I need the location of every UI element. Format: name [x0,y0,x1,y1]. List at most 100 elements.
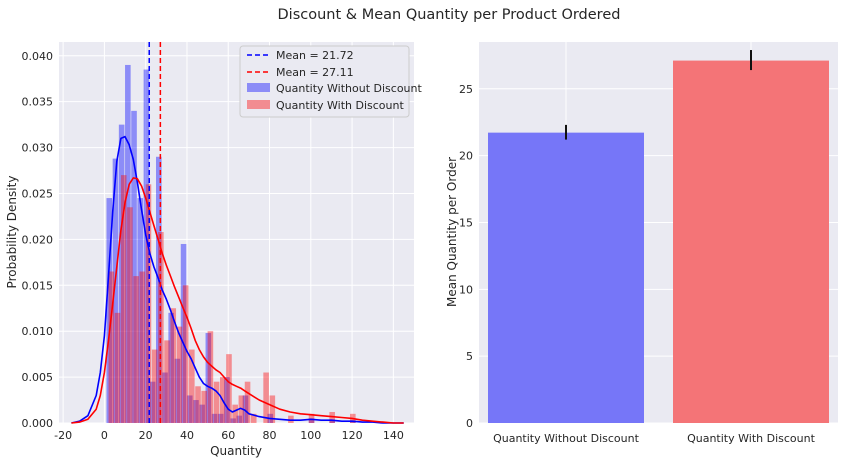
x-tick-label: 20 [139,429,153,442]
y-tick-label: 0.005 [22,371,54,384]
histogram-bar-with-discount [127,207,133,423]
histogram-bar-without-discount [329,419,335,423]
x-tick-label: 140 [383,429,404,442]
histogram-bar-with-discount [308,413,315,423]
x-tick-label: Quantity With Discount [687,432,815,445]
histogram-bar-with-discount [263,372,269,423]
bar-x-tick-labels: Quantity Without Discount Quantity With D… [493,432,815,445]
histogram-bar-without-discount [211,413,218,423]
x-tick-label: 60 [221,429,235,442]
x-tick-label: 80 [263,429,277,442]
histogram-bar-without-discount [217,413,224,423]
legend-with-discount-swatch [247,100,270,109]
histogram-bar-without-discount [149,381,156,423]
histogram-bars [106,64,356,424]
y-tick-label: 0.035 [22,96,54,109]
legend-mean-without-discount-label: Mean = 21.72 [276,49,354,62]
histogram-bar-with-discount [164,340,170,423]
legend-without-discount-label: Quantity Without Discount [276,82,422,95]
y-tick-label: 0.030 [22,142,54,155]
histogram-bar-with-discount [176,326,183,423]
legend-with-discount-label: Quantity With Discount [276,99,404,112]
histogram-bar-without-discount [242,395,249,423]
bar-y-axis-label: Mean Quantity per Order [445,157,459,307]
histogram-legend: Mean = 21.72 Mean = 27.11 Quantity Witho… [239,45,422,118]
histogram-bar-without-discount [224,377,230,423]
histogram-bar-with-discount [114,312,121,423]
histogram-bar-with-discount [108,271,115,423]
histogram-bar-without-discount [230,418,236,423]
histogram-bar-without-discount [193,400,199,423]
y-tick-label: 0 [466,417,473,430]
x-tick-label: 0 [101,429,108,442]
y-tick-label: 0.010 [22,325,54,338]
histogram-bar-without-discount [308,418,315,423]
histogram-bar-without-discount [106,198,113,423]
histogram-bar-with-discount [269,395,276,423]
histogram-bar-with-discount [189,349,195,423]
y-tick-label: 0.000 [22,417,54,430]
y-tick-label: 15 [459,216,473,229]
histogram-bar-with-discount [139,271,146,423]
histogram-panel: -20 0 20 40 60 80 100 120 140 0.0000.0050.0100.0… [5,42,422,458]
histogram-bar-without-discount [174,358,181,423]
histogram-bar-without-discount [156,156,162,423]
histogram-bar-with-discount [145,184,152,423]
histogram-bar-without-discount [168,312,174,423]
legend-without-discount-swatch [247,83,270,92]
histogram-bar-with-discount [250,413,257,423]
kde-curve-with-discount [71,177,404,424]
histogram-y-tick-labels: 0.000 0.005 0.010 0.015 0.020 0.025 0.030 0.035… [22,50,54,430]
histogram-bar-with-discount [329,411,335,423]
x-tick-label: 100 [300,429,321,442]
histogram-bar-with-discount [170,308,177,423]
histogram-bar-without-discount [143,69,150,423]
y-tick-label: 0.020 [22,233,54,246]
legend-frame [239,45,410,118]
histogram-bar-without-discount [186,395,193,423]
histogram-y-axis-label: Probability Density [5,176,19,289]
y-tick-label: 20 [459,150,473,163]
histogram-bar-with-discount [158,232,164,423]
bar-with-discount [673,60,829,424]
histogram-bar-without-discount [131,110,137,424]
error-bars [565,50,752,140]
y-tick-label: 0.025 [22,187,54,200]
histogram-bar-with-discount [232,404,238,423]
histogram-bar-with-discount [213,381,220,423]
histogram-bar-without-discount [205,333,212,423]
histogram-bar-with-discount [133,276,139,423]
y-tick-label: 0.040 [22,50,54,63]
bars [488,60,829,424]
histogram-bar-without-discount [112,158,119,423]
histogram-bar-without-discount [137,198,144,423]
histogram-bar-with-discount [195,386,201,423]
kde-curve-without-discount [71,135,404,424]
bar-without-discount [488,132,644,424]
x-tick-label: 40 [180,429,194,442]
bar-y-tick-labels: 0 5 10 15 20 25 [459,83,473,430]
figure-title: Discount & Mean Quantity per Product Ord… [278,7,621,23]
histogram-bar-with-discount [120,175,127,423]
histogram-bar-with-discount [151,349,158,423]
histogram-bar-with-discount [201,390,208,423]
histogram-bar-with-discount [288,415,294,423]
x-tick-label: -20 [54,429,72,442]
histogram-bar-with-discount [244,381,251,423]
legend-mean-with-discount-label: Mean = 27.11 [276,66,354,79]
histogram-bar-without-discount [236,415,243,423]
y-tick-label: 10 [459,283,473,296]
kde-curves [71,135,404,424]
histogram-bar-with-discount [207,331,214,423]
histogram-bar-without-discount [125,64,131,423]
histogram-bar-with-discount [226,354,232,423]
y-tick-label: 25 [459,83,473,96]
histogram-bar-without-discount [180,243,187,423]
histogram-bar-without-discount [162,372,168,423]
y-tick-label: 0.015 [22,279,54,292]
x-tick-label: 120 [342,429,363,442]
histogram-x-axis-label: Quantity [210,444,262,458]
